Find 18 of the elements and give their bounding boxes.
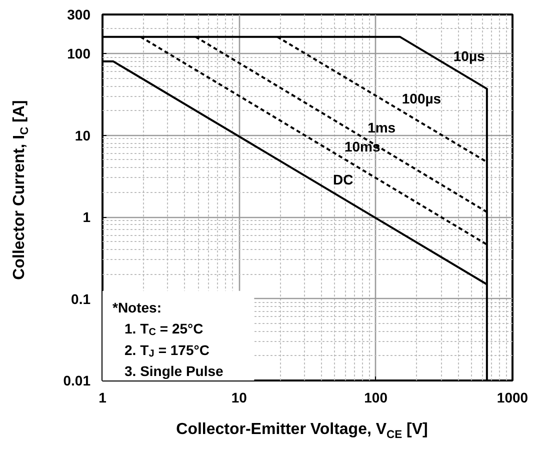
x-tick-label: 1 bbox=[98, 390, 107, 406]
series-label: DC bbox=[333, 172, 354, 188]
series-label: 10ms bbox=[344, 138, 380, 154]
series-label: 100µs bbox=[402, 90, 442, 106]
annotation: 3. Single Pulse bbox=[124, 362, 224, 379]
y-tick-label: 300 bbox=[67, 6, 91, 22]
x-tick-label: 10 bbox=[231, 390, 248, 406]
y-tick-label: 1 bbox=[82, 209, 91, 225]
y-tick-label: 0.1 bbox=[71, 290, 91, 307]
x-tick-label: 1000 bbox=[496, 390, 528, 406]
y-tick-label: 0.01 bbox=[63, 372, 91, 388]
y-tick-label: 10 bbox=[74, 127, 91, 144]
series-label: 10µs bbox=[453, 48, 486, 64]
annotation: *Notes: bbox=[112, 299, 162, 316]
series-label: 1ms bbox=[368, 119, 396, 136]
y-tick-label: 100 bbox=[67, 46, 91, 62]
x-axis-title: Collector-Emitter Voltage, V$_{CE}$ [V] bbox=[176, 420, 428, 444]
x-tick-label: 100 bbox=[364, 390, 388, 406]
